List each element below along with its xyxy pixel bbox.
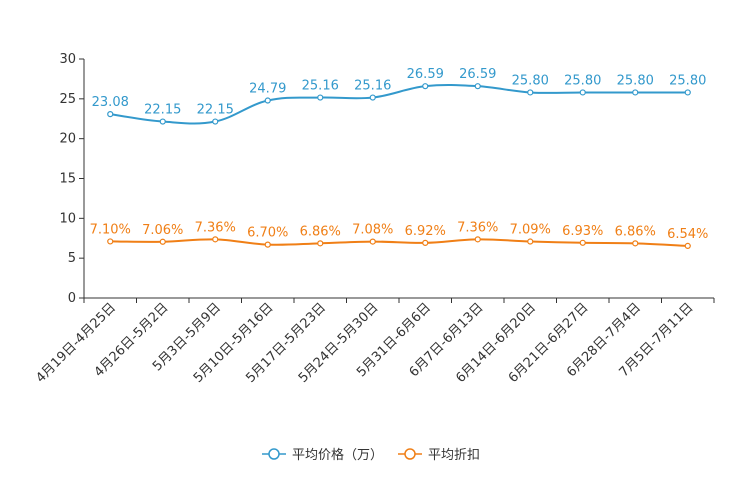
y-tick-label: 0 — [68, 291, 76, 306]
data-label: 22.15 — [144, 103, 181, 118]
data-label: 7.09% — [510, 223, 551, 238]
data-label: 7.10% — [90, 222, 131, 237]
data-point[interactable] — [632, 89, 639, 96]
legend-label: 平均价格（万） — [292, 447, 383, 463]
data-label: 22.15 — [197, 103, 234, 118]
data-label: 26.59 — [407, 67, 444, 82]
data-label: 6.54% — [667, 227, 708, 242]
data-point[interactable] — [264, 97, 271, 104]
legend-label: 平均折扣 — [428, 448, 480, 463]
data-point[interactable] — [317, 94, 324, 101]
data-label: 6.92% — [405, 224, 446, 239]
data-label: 6.86% — [300, 224, 341, 239]
legend-item-0[interactable]: 平均价格（万） — [262, 447, 383, 463]
y-tick-label: 25 — [59, 92, 76, 107]
y-tick-label: 10 — [59, 211, 76, 226]
data-point[interactable] — [579, 89, 586, 96]
series-line-0 — [110, 83, 688, 125]
data-label: 25.16 — [302, 79, 339, 94]
data-point[interactable] — [212, 118, 219, 125]
data-point[interactable] — [264, 241, 271, 248]
data-point[interactable] — [579, 239, 586, 246]
data-point[interactable] — [317, 240, 324, 247]
y-tick-label: 30 — [59, 52, 76, 67]
data-point[interactable] — [684, 89, 691, 96]
data-point[interactable] — [159, 118, 166, 125]
data-point[interactable] — [107, 111, 114, 118]
series-layer: 23.08 22.15 22.15 24.79 25.16 25.16 26.59 26.59… — [90, 67, 708, 249]
data-label: 7.08% — [352, 223, 393, 238]
y-tick-label: 20 — [59, 132, 76, 147]
y-tick-label: 5 — [68, 251, 76, 266]
data-label: 24.79 — [249, 82, 286, 97]
legend[interactable]: 平均价格（万） 平均折扣 — [262, 447, 480, 463]
data-point[interactable] — [107, 238, 114, 245]
data-point[interactable] — [474, 236, 481, 243]
legend-marker-icon — [404, 448, 416, 460]
data-point[interactable] — [212, 236, 219, 243]
legend-item-1[interactable]: 平均折扣 — [398, 448, 480, 463]
data-point[interactable] — [159, 238, 166, 245]
data-label: 25.80 — [512, 73, 549, 88]
legend-marker-icon — [268, 448, 280, 460]
data-label: 25.80 — [617, 73, 654, 88]
data-label: 7.06% — [142, 223, 183, 238]
data-label: 6.93% — [562, 224, 603, 239]
data-label: 6.70% — [247, 226, 288, 241]
data-label: 6.86% — [615, 224, 656, 239]
data-point[interactable] — [369, 238, 376, 245]
series-line-1 — [110, 238, 688, 247]
data-label: 25.16 — [354, 79, 391, 94]
data-label: 25.80 — [564, 73, 601, 88]
data-point[interactable] — [684, 242, 691, 249]
data-label: 23.08 — [92, 95, 129, 110]
y-tick-label: 15 — [59, 172, 76, 187]
data-point[interactable] — [422, 83, 429, 90]
data-label: 7.36% — [195, 220, 236, 235]
data-point[interactable] — [369, 94, 376, 101]
data-point[interactable] — [474, 83, 481, 90]
data-label: 25.80 — [669, 73, 706, 88]
data-point[interactable] — [632, 240, 639, 247]
data-label: 7.36% — [457, 220, 498, 235]
data-point[interactable] — [527, 89, 534, 96]
data-label: 26.59 — [459, 67, 496, 82]
axes: 0510152025304月19日-4月25日4月26日-5月2日5月3日-5月… — [33, 52, 715, 386]
data-point[interactable] — [527, 238, 534, 245]
data-point[interactable] — [422, 239, 429, 246]
